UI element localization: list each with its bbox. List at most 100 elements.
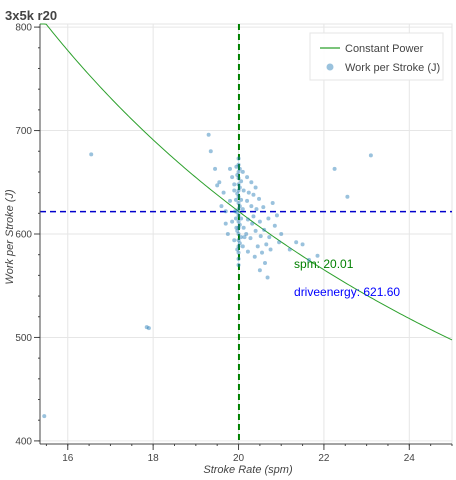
data-point	[208, 149, 213, 154]
data-point	[237, 166, 242, 171]
data-point	[268, 247, 273, 252]
data-point	[213, 166, 218, 171]
data-point	[279, 232, 284, 236]
y-tick-label: 700	[15, 126, 32, 137]
data-point	[267, 235, 272, 240]
data-point	[236, 213, 241, 218]
data-point	[368, 153, 373, 158]
data-point	[237, 204, 242, 209]
x-tick-label: 18	[148, 453, 160, 464]
data-point	[234, 225, 239, 230]
data-point	[332, 166, 337, 171]
data-point	[239, 235, 244, 240]
data-point	[235, 191, 240, 196]
data-point	[315, 253, 320, 258]
data-point	[217, 180, 222, 185]
data-point	[239, 197, 244, 202]
data-point	[257, 196, 262, 201]
data-point	[230, 175, 235, 180]
data-point	[234, 164, 239, 169]
y-tick-label: 800	[15, 23, 32, 34]
data-point	[245, 198, 250, 203]
data-point	[249, 180, 254, 185]
data-point	[250, 221, 255, 226]
data-point	[277, 240, 282, 245]
data-point	[255, 244, 260, 249]
reference-lines	[40, 24, 452, 444]
data-point	[237, 241, 242, 246]
data-point	[254, 207, 259, 212]
data-point	[240, 244, 245, 249]
data-point	[236, 219, 241, 224]
constant-power-curve	[40, 23, 453, 341]
data-point	[239, 216, 244, 221]
data-point	[232, 188, 237, 193]
data-point	[241, 225, 246, 230]
data-point	[257, 219, 262, 224]
data-point	[236, 238, 241, 243]
data-point	[239, 179, 244, 184]
legend-label-work-per-stroke: Work per Stroke (J)	[345, 62, 440, 74]
data-point	[236, 207, 241, 212]
data-point	[236, 244, 241, 249]
data-point	[261, 205, 266, 210]
data-point	[236, 156, 241, 161]
data-point	[252, 254, 257, 259]
x-tick-label: 16	[62, 453, 74, 464]
data-point	[235, 247, 240, 252]
legend-label-constant-power: Constant Power	[345, 43, 424, 55]
y-tick-label: 600	[15, 230, 32, 241]
data-point	[236, 250, 241, 255]
data-point	[144, 325, 149, 330]
data-point	[235, 173, 240, 178]
data-point	[253, 228, 258, 233]
data-point	[240, 207, 245, 212]
data-point	[287, 247, 292, 252]
data-point	[251, 214, 256, 219]
data-point	[221, 190, 226, 195]
annotation-label: driveenergy: 621.60	[294, 285, 400, 299]
data-point	[227, 166, 232, 171]
data-point	[263, 260, 267, 265]
y-tick-label: 400	[15, 436, 32, 447]
data-point	[232, 182, 237, 187]
data-point	[251, 192, 256, 197]
data-point	[236, 194, 241, 199]
data-point	[253, 185, 258, 190]
x-axis-title: Stroke Rate (spm)	[203, 464, 293, 476]
data-point	[235, 228, 240, 233]
data-point	[245, 217, 250, 222]
data-point	[245, 249, 250, 254]
constant-power-curve-group	[40, 23, 453, 341]
data-point	[236, 169, 241, 174]
data-point	[237, 222, 242, 227]
data-point	[274, 213, 279, 218]
data-points	[42, 132, 373, 419]
data-point	[260, 250, 265, 255]
x-tick-label: 22	[318, 453, 330, 464]
data-point	[272, 223, 277, 228]
data-point	[306, 257, 311, 262]
data-point	[248, 236, 253, 241]
data-point	[264, 242, 269, 247]
data-point	[227, 198, 232, 203]
data-point	[241, 188, 246, 193]
y-axis-title: Work per Stroke (J)	[4, 189, 16, 285]
data-point	[232, 238, 237, 243]
data-point	[236, 263, 241, 268]
data-point	[265, 275, 270, 280]
data-point	[236, 176, 241, 181]
data-point	[236, 256, 241, 261]
y-tick-label: 500	[15, 333, 32, 344]
data-point	[257, 268, 262, 273]
data-point	[223, 221, 228, 226]
data-point	[225, 232, 230, 236]
data-point	[223, 209, 228, 214]
data-point	[244, 232, 249, 236]
axes: 16 18 20 22 24 400 500 600 700 800	[15, 23, 453, 464]
data-point	[89, 152, 94, 157]
data-point	[42, 414, 47, 419]
data-point	[236, 188, 241, 193]
data-point	[236, 200, 241, 205]
